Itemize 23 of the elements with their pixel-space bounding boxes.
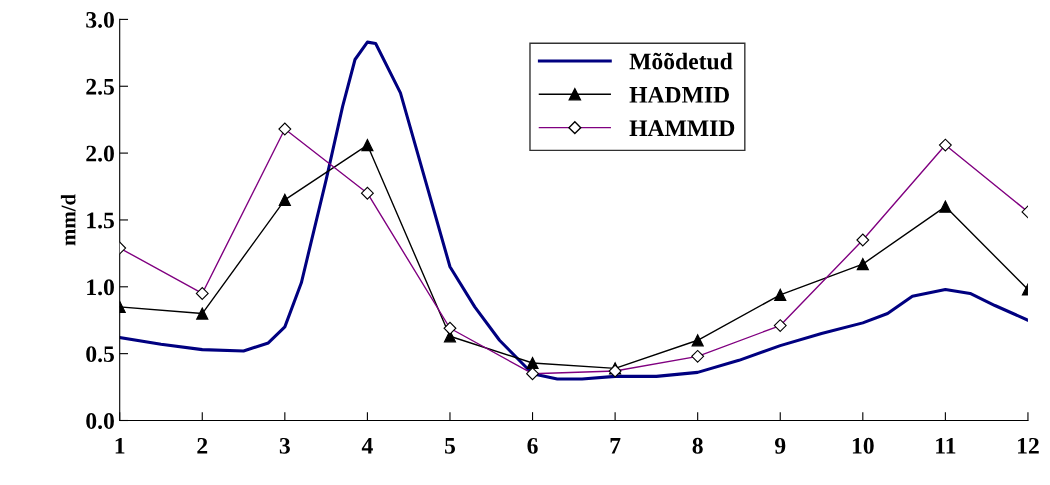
x-tick-label: 9 [774,437,786,454]
y-tick-label: 3.0 [86,11,114,28]
x-tick-label: 7 [610,438,621,454]
y-axis-title: mm/d [60,194,76,246]
legend-label: HAMMID [629,120,735,136]
x-tick-label: 4 [361,438,373,454]
x-tick-label: 11 [936,437,956,454]
x-tick-label: 1 [115,437,125,454]
x-tick-label: 3 [279,437,290,454]
x-tick-label: 8 [692,437,703,454]
x-tick-label: 2 [197,437,208,454]
x-tick-label: 12 [1018,437,1039,454]
y-tick-label: 0.0 [86,412,114,430]
legend-label: Mõõdetud [629,52,733,70]
y-tick-label: 2.5 [86,78,114,95]
x-tick-label: 6 [527,437,538,454]
x-tick-label: 5 [445,438,456,454]
y-tick-label: 0.5 [86,346,114,363]
y-tick-label: 1.5 [87,212,114,229]
y-tick-label: 2.0 [86,145,114,162]
y-tick-label: 1.0 [87,279,114,296]
legend-label: HADMID [629,86,729,103]
x-tick-label: 10 [852,437,874,454]
